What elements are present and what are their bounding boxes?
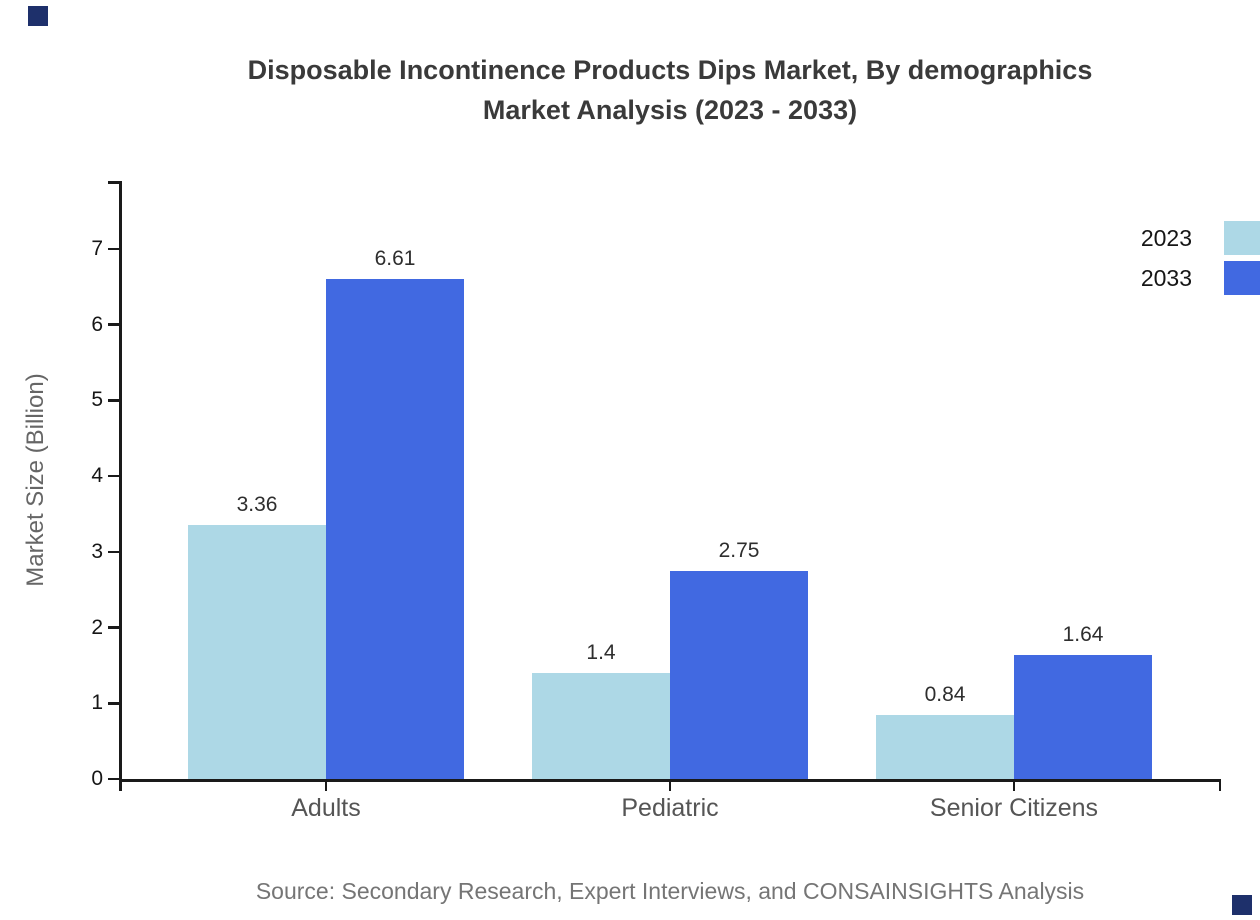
bar-2033-pediatric [670,570,808,780]
category-label: Pediatric [621,794,719,822]
y-tick [108,626,119,629]
brand-corner-mark-top-left [28,6,48,26]
bar-value-label: 3.36 [236,492,278,516]
y-tick-label: 0 [91,767,103,790]
category-label: Senior Citizens [929,794,1099,822]
bar-value-label: 0.84 [924,683,966,707]
y-tick [108,474,119,478]
y-tick [108,550,119,554]
y-tick-label: 3 [91,539,103,563]
bar-2023-senior-citizens [876,715,1014,780]
bar-2023-pediatric [532,673,670,780]
legend-label: 2023 [1140,225,1192,251]
legend-swatch [1224,261,1260,295]
y-tick-label: 1 [91,691,103,715]
bar-value-label: 1.64 [1062,622,1104,646]
y-tick-label: 5 [91,388,103,412]
chart-subtitle: Market Analysis (2023 - 2033) [482,95,858,125]
x-axis-end-tick [1218,779,1221,791]
y-tick-label: 7 [91,237,103,261]
y-tick [108,702,119,705]
legend-swatch [1224,221,1260,255]
source-note: Source: Secondary Research, Expert Inter… [255,878,1085,904]
y-tick [108,399,119,402]
y-axis-line [119,181,122,791]
x-category-tick [668,779,672,791]
x-category-tick [1012,779,1016,791]
legend-row: 2033 [1010,261,1260,295]
bar-value-label: 1.4 [586,641,616,664]
y-tick-label: 2 [91,615,103,639]
x-category-tick [324,779,328,791]
y-tick-label: 4 [91,464,103,488]
bar-value-label: 2.75 [718,538,760,562]
y-tick [108,323,119,326]
bar-2023-adults [188,524,326,780]
bar-2033-senior-citizens [1014,654,1152,780]
y-tick [108,247,119,251]
legend-row: 2023 [1010,221,1260,255]
chart-title: Disposable Incontinence Products Dips Ma… [247,55,1093,85]
legend-label: 2033 [1140,265,1192,291]
brand-corner-mark-bottom-right [1232,895,1252,915]
category-label: Adults [291,794,361,822]
y-axis-end-tick [108,181,119,184]
bar-value-label: 6.61 [374,246,416,270]
legend: 2023 2033 [1010,221,1260,311]
y-tick-label: 6 [91,312,103,336]
bar-2033-adults [326,278,464,780]
y-tick [108,777,119,781]
